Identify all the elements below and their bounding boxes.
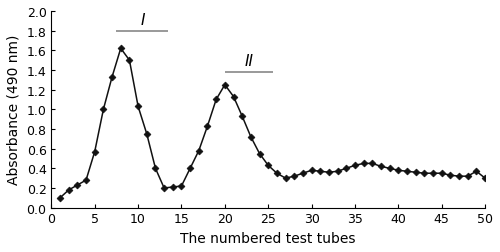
X-axis label: The numbered test tubes: The numbered test tubes <box>180 231 356 245</box>
Text: II: II <box>244 54 253 69</box>
Text: I: I <box>140 13 144 27</box>
Y-axis label: Absorbance (490 nm): Absorbance (490 nm) <box>7 35 21 185</box>
